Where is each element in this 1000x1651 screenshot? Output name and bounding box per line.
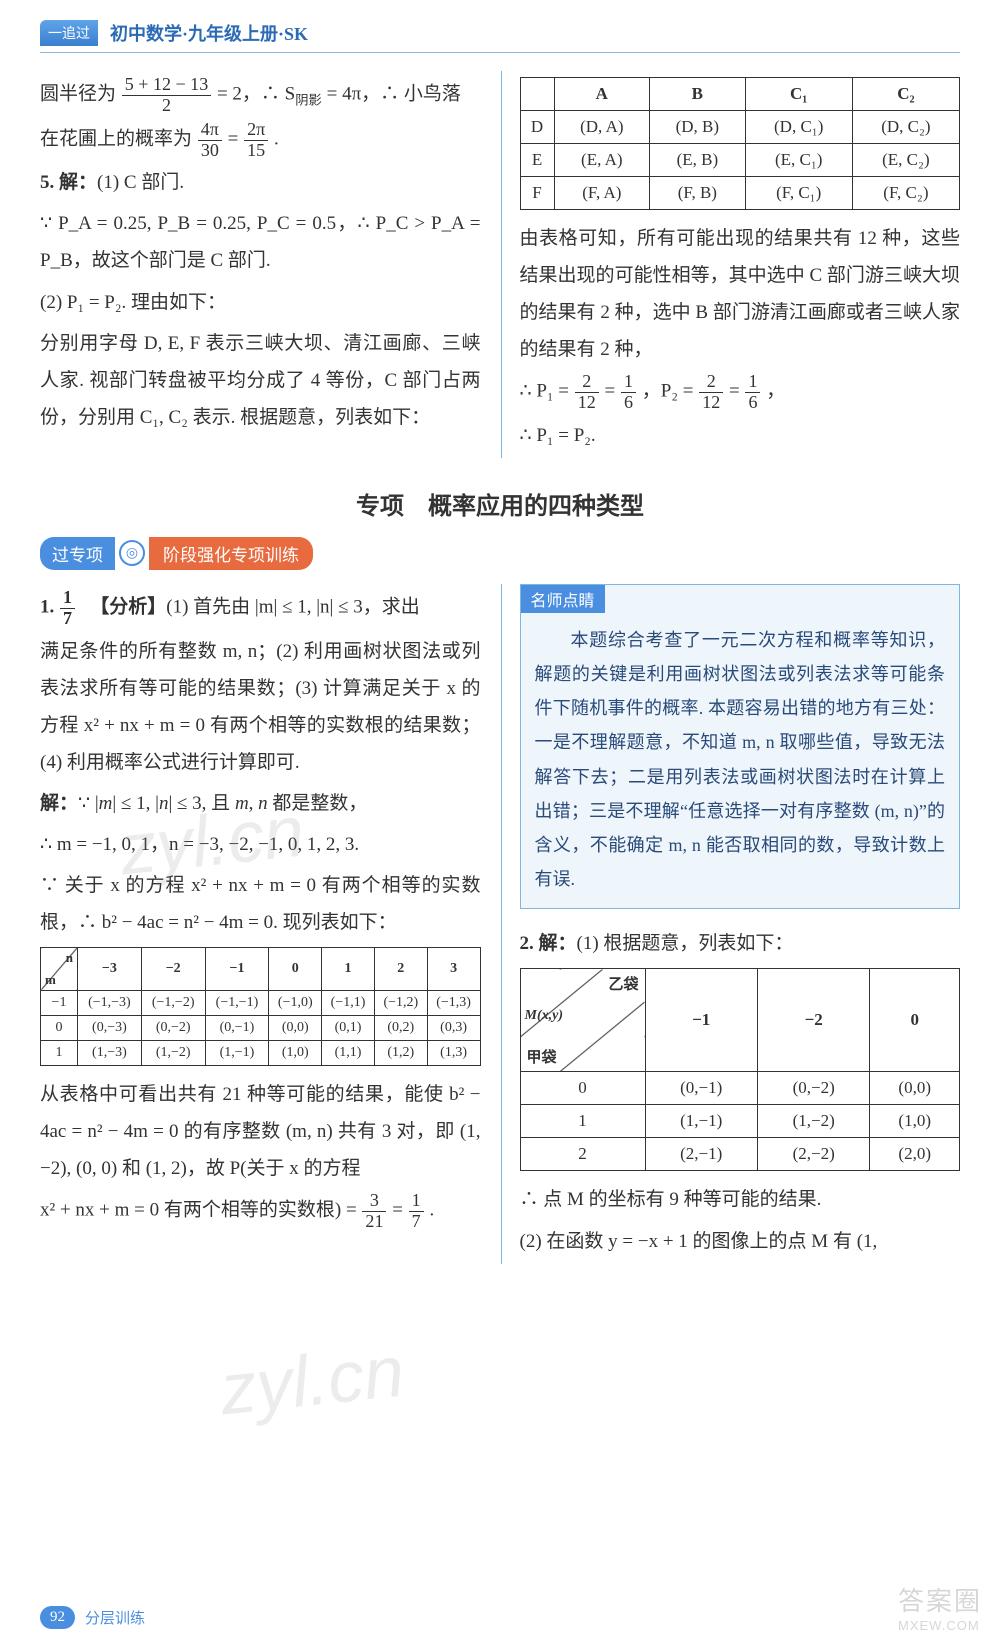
tip-body: 本题综合考查了一元二次方程和概率等知识，解题的关键是利用画树状图法或列表法求等可…: [535, 623, 946, 897]
q1-analysis-head: 1. 17 【分析】(1) 首先由 |m| ≤ 1, |n| ≤ 3，求出: [40, 588, 481, 629]
target-icon: ◎: [119, 540, 145, 566]
q2-after1: ∴ 点 M 的坐标有 9 种等可能的结果.: [520, 1181, 961, 1218]
top-right-conclusion: ∴ P₁ = P₂.: [520, 417, 961, 454]
bottom-section: 1. 17 【分析】(1) 首先由 |m| ≤ 1, |n| ≤ 3，求出 满足…: [40, 584, 960, 1264]
table-depts: A B C₁ C₂ D(D, A)(D, B)(D, C₁)(D, C₂) E(…: [520, 77, 961, 210]
header-title: 初中数学·九年级上册·SK: [110, 20, 308, 46]
top-left-line1: 圆半径为 5 + 12 − 132 = 2，∴ S阴影 = 4π，∴ 小鸟落: [40, 75, 481, 116]
q5-line5: 分别用字母 D, E, F 表示三峡大坝、清江画廊、三峡人家. 视部门转盘被平均…: [40, 325, 481, 436]
table-bags: 乙袋 M(x,y) 甲袋 −1 −2 0 0(0,−1)(0,−2)(0,0) …: [520, 968, 961, 1171]
top-right-para: 由表格可知，所有可能出现的结果共有 12 种，这些结果出现的可能性相等，其中选中…: [520, 220, 961, 368]
q1-sol3: ∵ 关于 x 的方程 x² + nx + m = 0 有两个相等的实数根，∴ b…: [40, 867, 481, 941]
pill-left: 过专项: [40, 537, 115, 570]
page-header: 一追过 初中数学·九年级上册·SK: [40, 20, 960, 53]
q1-sol2: ∴ m = −1, 0, 1，n = −3, −2, −1, 0, 1, 2, …: [40, 826, 481, 863]
q2-after2: (2) 在函数 y = −x + 1 的图像上的点 M 有 (1,: [520, 1223, 961, 1260]
q5-line3: ∵ P_A = 0.25, P_B = 0.25, P_C = 0.5，∴ P_…: [40, 205, 481, 279]
top-left-line2: 在花圃上的概率为 4π30 = 2π15 .: [40, 120, 481, 161]
q5-line4: (2) P₁ = P₂. 理由如下：: [40, 284, 481, 321]
page-footer: 92 分层训练: [40, 1606, 145, 1629]
section-title: 专项 概率应用的四种类型: [40, 486, 960, 521]
tip-title: 名师点睛: [521, 585, 605, 613]
bottom-right-col: 名师点睛 本题综合考查了一元二次方程和概率等知识，解题的关键是利用画树状图法或列…: [501, 584, 961, 1264]
q2-head: 2. 解：(1) 根据题意，列表如下：: [520, 925, 961, 962]
q5-answer: 5. 解：(1) C 部门.: [40, 164, 481, 201]
q1-sol1: 解：解：∵ |m| ≤ 1, |n| ≤ 3, 且 m, n 都是整数，∵ |m…: [40, 785, 481, 822]
q1-after2: x² + nx + m = 0 有两个相等的实数根) = 321 = 17 .: [40, 1191, 481, 1232]
top-right-col: A B C₁ C₂ D(D, A)(D, B)(D, C₁)(D, C₂) E(…: [501, 71, 961, 458]
q1-after1: 从表格中可看出共有 21 种等可能的结果，能使 b² − 4ac = n² − …: [40, 1076, 481, 1187]
corner-watermark: 答案圈 MXEW.COM: [898, 1581, 982, 1633]
q1-analysis-body: 满足条件的所有整数 m, n；(2) 利用画树状图法或列表法求所有等可能的结果数…: [40, 633, 481, 781]
tip-box: 名师点睛 本题综合考查了一元二次方程和概率等知识，解题的关键是利用画树状图法或列…: [520, 584, 961, 910]
bottom-left-col: 1. 17 【分析】(1) 首先由 |m| ≤ 1, |n| ≤ 3，求出 满足…: [40, 584, 481, 1264]
top-left-col: 圆半径为 5 + 12 − 132 = 2，∴ S阴影 = 4π，∴ 小鸟落 在…: [40, 71, 481, 458]
top-right-eq: ∴ P₁ = 212 = 16 ，P₂ = 212 = 16 ，: [520, 372, 961, 413]
pill-row: 过专项 ◎ 阶段强化专项训练: [40, 537, 960, 570]
top-section: 圆半径为 5 + 12 − 132 = 2，∴ S阴影 = 4π，∴ 小鸟落 在…: [40, 71, 960, 458]
header-badge: 一追过: [40, 20, 98, 46]
footer-label: 分层训练: [85, 1607, 145, 1628]
watermark-2: zyl.cn: [216, 1331, 408, 1432]
table-mn: n m −3−2−10123 −1(−1,−3)(−1,−2)(−1,−1)(−…: [40, 947, 481, 1066]
pill-right: 阶段强化专项训练: [149, 537, 313, 570]
page-number: 92: [40, 1606, 75, 1629]
